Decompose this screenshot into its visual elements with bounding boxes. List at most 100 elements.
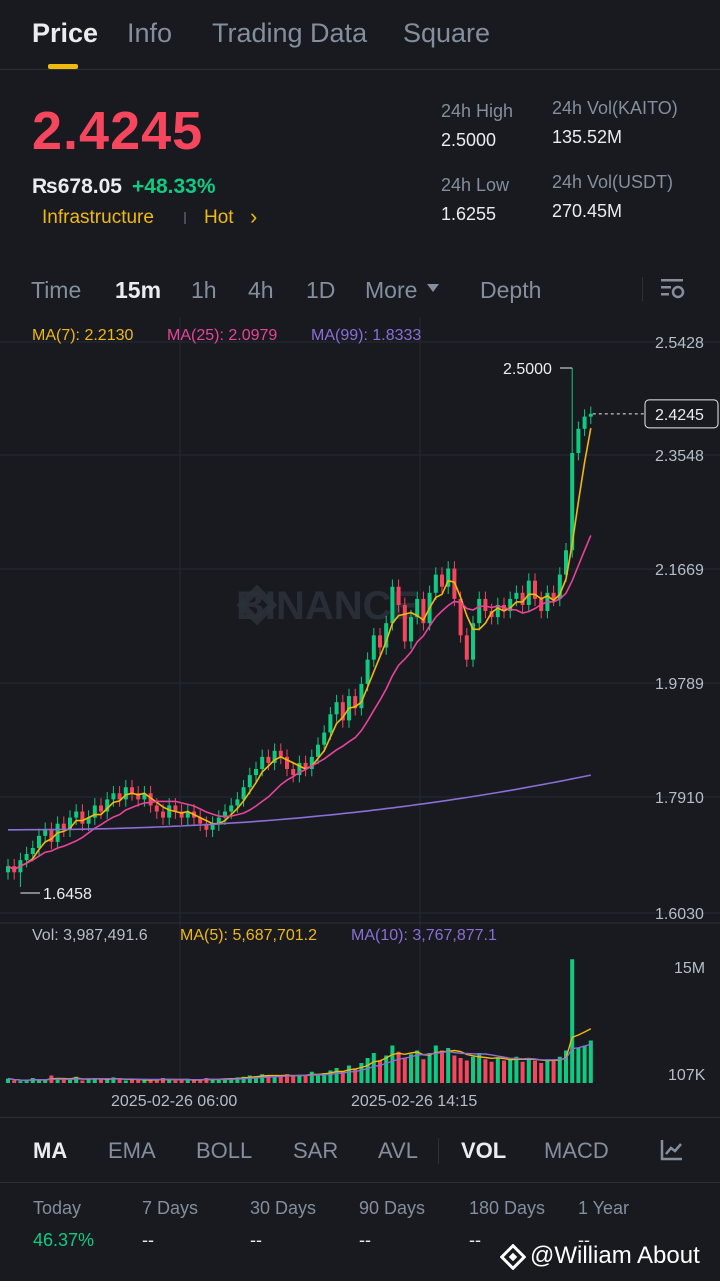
volume-bar [55, 1078, 60, 1083]
interval-time[interactable]: Time [31, 277, 82, 303]
volume-bar [452, 1055, 457, 1083]
volume-bar [471, 1056, 475, 1083]
tab-info[interactable]: Info [127, 18, 173, 48]
last-price: 2.4245 [32, 101, 204, 161]
interval-1h[interactable]: 1h [191, 277, 217, 303]
volume-tick-label: 107K [668, 1067, 706, 1084]
volume-bar [390, 1045, 395, 1083]
candle-body [520, 592, 525, 605]
caret-down-icon[interactable] [426, 283, 440, 293]
volume-bar [74, 1076, 79, 1083]
candle-body [148, 793, 153, 806]
volume-bar [334, 1068, 339, 1083]
candle-body [111, 793, 116, 800]
chart-markers: 2.5000 1.6458 2.4245 [20, 361, 719, 903]
chevron-right-icon[interactable]: › [250, 204, 258, 229]
indicator-avl[interactable]: AVL [378, 1138, 418, 1163]
volume-bar [415, 1050, 420, 1083]
interval-15m[interactable]: 15m [115, 277, 162, 303]
indicator-ema[interactable]: EMA [108, 1138, 156, 1163]
candle-body [334, 702, 339, 715]
candle-body [340, 702, 345, 721]
volume-bar [539, 1063, 544, 1083]
candle-body [514, 592, 519, 599]
volume-bar [421, 1059, 426, 1083]
volume-bar [489, 1061, 494, 1083]
volume-bar [12, 1080, 17, 1083]
interval-1d[interactable]: 1D [306, 277, 336, 303]
candle-body [61, 823, 66, 830]
tag-hot[interactable]: Hot [204, 207, 234, 228]
interval-depth[interactable]: Depth [480, 277, 542, 303]
ma25-line [7, 535, 592, 871]
volume-bar [247, 1075, 252, 1083]
candle-body [43, 829, 48, 836]
volume-bar [433, 1045, 438, 1083]
volume-bar [303, 1075, 308, 1083]
volume-legend: Vol: 3,987,491.6 [32, 927, 148, 944]
volume-bar [148, 1079, 153, 1083]
vol-quote-label: 24h Vol(USDT) [552, 172, 674, 192]
volume-bar [384, 1055, 389, 1083]
indicator-settings-icon[interactable] [660, 1138, 684, 1162]
candle-body [415, 598, 420, 618]
indicator-boll[interactable]: BOLL [196, 1138, 253, 1163]
tab-square[interactable]: Square [403, 18, 491, 48]
candle-body [458, 598, 463, 636]
last-price-label: 2.4245 [655, 407, 704, 424]
candle-body [80, 811, 85, 824]
y-tick-label: 2.1669 [655, 562, 704, 579]
perf-value-90d: -- [359, 1230, 371, 1250]
volume-tick-label: 15M [674, 960, 705, 977]
candle-body [30, 847, 35, 855]
interval-4h[interactable]: 4h [248, 277, 274, 303]
volume-bar [136, 1079, 141, 1083]
candle-body [508, 598, 513, 612]
volume-bar [111, 1077, 116, 1083]
volume-bar [409, 1054, 413, 1083]
y-tick-label: 2.5428 [655, 335, 704, 352]
candle-body [92, 805, 97, 818]
ma99-line [8, 774, 591, 831]
candle-body [247, 775, 252, 788]
volume-bar [396, 1051, 401, 1083]
volume-bar [551, 1060, 556, 1083]
candle-body [495, 604, 500, 618]
volume-bar [204, 1078, 209, 1083]
perf-label-180d: 180 Days [469, 1198, 546, 1218]
candle-body [68, 817, 72, 830]
vol-base-label: 24h Vol(KAITO) [552, 98, 678, 118]
volume-bar [440, 1050, 444, 1083]
interval-more[interactable]: More [365, 277, 418, 303]
candle-body [303, 762, 308, 770]
tab-price[interactable]: Price [32, 18, 99, 48]
candle-body [254, 769, 258, 776]
x-tick-label: 2025-02-26 14:15 [351, 1093, 477, 1110]
volume-bar [495, 1058, 500, 1083]
tab-trading-data[interactable]: Trading Data [212, 18, 368, 48]
volume-bar [130, 1079, 134, 1083]
indicator-vol[interactable]: VOL [461, 1138, 507, 1163]
credit-text: @William About [530, 1242, 700, 1269]
volume-ma10-line [7, 1043, 591, 1082]
volume-bar [309, 1071, 314, 1083]
candle-body [526, 580, 531, 605]
volume-bar [533, 1060, 537, 1083]
candle-body [390, 586, 395, 624]
candle-body [402, 604, 407, 642]
perf-label-today: Today [33, 1198, 82, 1218]
volume-bars [6, 959, 593, 1083]
volume-bar [322, 1073, 327, 1083]
volume-bar [154, 1079, 159, 1083]
indicator-sar[interactable]: SAR [293, 1138, 339, 1163]
indicator-macd[interactable]: MACD [544, 1138, 609, 1163]
tag-infrastructure[interactable]: Infrastructure [42, 207, 154, 228]
price-change: +48.33% [132, 175, 216, 198]
candle-body [533, 580, 537, 599]
indicator-ma[interactable]: MA [33, 1138, 68, 1163]
candle-body [570, 453, 575, 551]
volume-bar [92, 1078, 97, 1083]
chart-settings-icon[interactable] [660, 277, 686, 301]
volume-bar [43, 1080, 48, 1083]
